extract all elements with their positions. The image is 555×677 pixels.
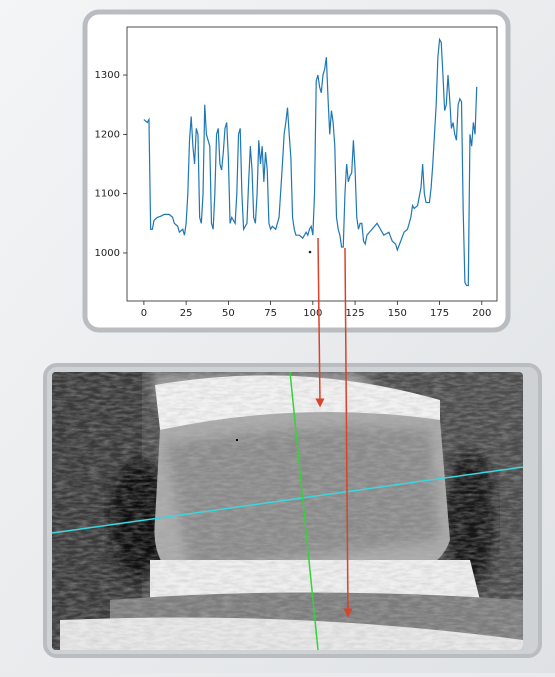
y-tick-label: 1100 <box>95 189 120 200</box>
x-tick-label: 50 <box>222 308 235 319</box>
page: {"chart_data": {"type": "line", "color":… <box>0 0 555 673</box>
y-tick-label: 1300 <box>95 70 120 81</box>
x-tick-label: 0 <box>141 308 147 319</box>
plot-frame <box>85 12 508 330</box>
y-tick-label: 1200 <box>95 129 120 140</box>
x-tick-label: 125 <box>346 308 365 319</box>
ct-image <box>52 372 523 650</box>
x-tick-label: 75 <box>264 308 277 319</box>
figure: 02550751001251501752001000110012001300 <box>0 0 555 673</box>
marker-dot <box>309 251 312 254</box>
x-tick-label: 200 <box>472 308 491 319</box>
y-tick-label: 1000 <box>95 248 120 259</box>
x-tick-label: 25 <box>180 308 193 319</box>
x-tick-label: 150 <box>388 308 407 319</box>
x-tick-label: 175 <box>430 308 449 319</box>
